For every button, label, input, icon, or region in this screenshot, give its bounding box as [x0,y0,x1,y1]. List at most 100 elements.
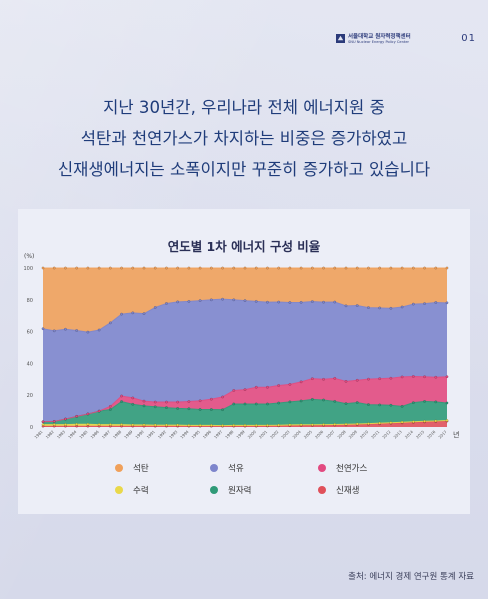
point-oil [400,305,404,309]
point-hydro [75,422,79,426]
x-tick-label: 2011 [370,429,381,440]
point-gas [389,376,393,380]
point-hydro [310,423,314,427]
point-coal [344,266,348,270]
point-oil [243,299,247,302]
legend-label-oil: 석유 [228,464,244,474]
point-gas [153,400,157,404]
y-tick-label: 0 [30,425,33,431]
x-tick-label: 2014 [404,429,415,440]
x-tick-label: 1993 [168,429,179,440]
x-tick-label: 1989 [123,429,134,440]
area-oil [43,299,447,422]
x-tick-label: 2003 [280,429,291,440]
point-hydro [355,422,359,426]
point-coal [423,266,426,270]
point-hydro [378,421,382,425]
point-nuclear [344,402,348,406]
point-oil [198,299,202,302]
point-coal [75,266,79,270]
legend-label-hydro: 수력 [133,486,149,496]
point-hydro [64,423,67,427]
point-nuclear [299,399,303,403]
point-oil [153,306,157,309]
x-tick-label: 1998 [224,429,235,440]
legend-item-hydro: 수력 [115,484,149,496]
point-nuclear [108,408,112,411]
x-tick-label: 2005 [303,429,314,440]
point-coal [389,266,393,270]
x-tick-label: 1995 [190,429,201,440]
point-oil [288,301,292,304]
x-tick-label: 1997 [213,429,224,440]
point-hydro [445,419,449,422]
point-nuclear [142,404,146,408]
point-gas [209,397,213,401]
point-nuclear [176,406,180,410]
x-tick-label: 1983 [56,429,67,440]
point-oil [254,299,258,303]
point-hydro [97,423,101,427]
point-nuclear [400,404,404,408]
point-gas [221,395,224,399]
point-gas [187,400,191,403]
point-oil [176,300,180,304]
point-nuclear [266,402,269,406]
point-hydro [232,424,236,427]
point-gas [176,400,180,404]
point-nuclear [198,408,202,411]
area-gas [43,376,447,422]
x-tick-label: 2008 [336,429,347,440]
point-gas [411,375,415,378]
x-tick-label: 1990 [134,429,145,440]
point-hydro [176,423,180,427]
point-coal [254,266,258,270]
x-tick-label: 2006 [314,429,325,440]
point-hydro [266,424,269,427]
point-coal [165,266,168,270]
point-gas [266,385,269,389]
point-gas [277,384,281,387]
legend-item-nuclear: 원자력 [210,484,251,496]
x-tick-label: 1996 [202,429,213,440]
x-tick-label: 2016 [426,429,437,440]
legend-label-nuclear: 원자력 [228,486,252,496]
point-hydro [389,421,393,425]
point-hydro [299,423,303,427]
point-nuclear [221,408,224,412]
point-coal [322,266,325,270]
point-hydro [198,424,202,427]
point-nuclear [120,400,123,403]
point-nuclear [277,401,281,405]
point-coal [64,266,67,270]
point-nuclear [310,397,314,401]
point-gas [243,388,247,392]
point-hydro [142,423,146,427]
headline: 지난 30년간, 우리나라 전체 에너지원 중 석탄과 천연가스가 차지하는 비… [0,92,488,185]
x-tick-label: 2001 [258,429,269,440]
point-hydro [288,423,292,427]
point-oil [221,297,224,301]
legend-item-renewable: 신재생 [318,484,359,496]
point-coal [120,266,123,270]
point-coal [243,266,247,270]
point-gas [423,375,426,379]
point-coal [176,266,180,270]
point-gas [142,399,146,403]
point-oil [64,327,67,331]
y-tick-label: 60 [27,330,33,336]
legend-swatch-oil [210,464,218,472]
point-gas [322,377,325,381]
x-tick-label: 1994 [179,429,190,440]
point-nuclear [288,400,292,404]
source-note: 출처: 에너지 경제 연구원 통계 자료 [348,572,474,582]
point-oil [187,299,191,303]
point-hydro [209,424,213,427]
x-tick-label: 2012 [381,429,392,440]
point-hydro [344,422,348,426]
point-nuclear [153,405,157,409]
x-tick-label: 1981 [33,429,44,440]
point-hydro [243,424,247,427]
point-oil [131,311,135,315]
point-coal [333,266,337,270]
